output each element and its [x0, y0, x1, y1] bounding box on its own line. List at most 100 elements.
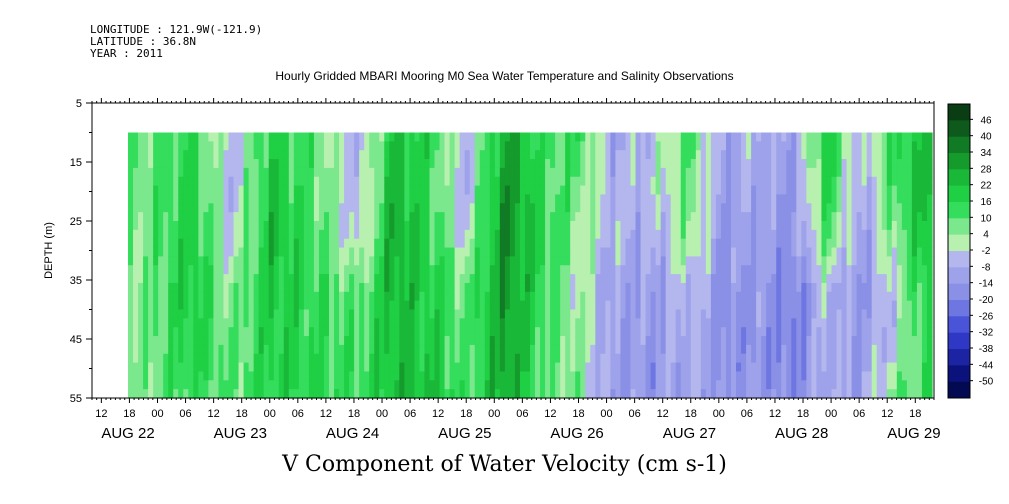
heatmap-cell [635, 274, 642, 284]
heatmap-cell [233, 150, 240, 160]
heatmap-cell [776, 212, 782, 222]
heatmap-cell [404, 150, 411, 160]
heatmap-cell [851, 380, 858, 390]
heatmap-cell [278, 291, 285, 302]
heatmap-cell [746, 265, 752, 275]
heatmap-cell [489, 167, 496, 178]
heatmap-cell [570, 291, 576, 302]
heatmap-cell [258, 256, 265, 266]
heatmap-cell [675, 344, 682, 355]
heatmap-cell [916, 238, 923, 249]
heatmap-cell [645, 327, 652, 337]
heatmap-cell [283, 159, 290, 169]
heatmap-cell [585, 221, 591, 231]
heatmap-cell [524, 318, 531, 328]
heatmap-cell [334, 380, 340, 390]
heatmap-cell [545, 309, 551, 319]
heatmap-cell [891, 185, 898, 196]
heatmap-cell [635, 247, 642, 257]
heatmap-cell [153, 132, 159, 142]
heatmap-cell [680, 362, 687, 373]
heatmap-cell [133, 371, 139, 381]
heatmap-cell [454, 371, 461, 381]
heatmap-cell [741, 185, 747, 196]
heatmap-cell [218, 265, 225, 275]
heatmap-cell [504, 291, 511, 302]
heatmap-cell [479, 291, 486, 302]
heatmap-cell [524, 150, 531, 160]
heatmap-cell [499, 344, 506, 355]
heatmap-cell [766, 274, 772, 284]
heatmap-cell [303, 167, 310, 178]
heatmap-cell [218, 291, 225, 302]
heatmap-cell [323, 318, 330, 328]
heatmap-cell [449, 256, 456, 266]
heatmap-cell [298, 344, 305, 355]
heatmap-cell [329, 353, 335, 364]
heatmap-cell [731, 176, 737, 187]
heatmap-cell [906, 318, 913, 328]
heatmap-cell [921, 309, 928, 319]
heatmap-cell [926, 247, 933, 257]
heatmap-cell [896, 167, 903, 178]
heatmap-cell [479, 274, 486, 284]
heatmap-cell [776, 300, 782, 311]
heatmap-cell [308, 300, 315, 311]
heatmap-cell [133, 229, 139, 240]
heatmap-cell [771, 176, 777, 187]
heatmap-cell [630, 229, 637, 240]
heatmap-cell [389, 309, 395, 319]
heatmap-cell [886, 221, 893, 231]
heatmap-cell [444, 203, 451, 213]
heatmap-cell [133, 380, 139, 390]
heatmap-cell [816, 141, 823, 151]
heatmap-cell [655, 309, 662, 319]
heatmap-cell [545, 336, 551, 346]
heatmap-cell [474, 309, 481, 319]
heatmap-cell [253, 274, 260, 284]
heatmap-cell [921, 336, 928, 346]
heatmap-cell [409, 185, 416, 196]
heatmap-cell [590, 389, 596, 399]
heatmap-cell [756, 353, 762, 364]
heatmap-cell [720, 265, 727, 275]
heatmap-cell [640, 371, 647, 381]
heatmap-cell [344, 265, 350, 275]
heatmap-cell [831, 371, 838, 381]
heatmap-cell [826, 212, 833, 222]
heatmap-cell [625, 256, 632, 266]
heatmap-cell [464, 371, 471, 381]
heatmap-cell [761, 344, 767, 355]
heatmap-cell [771, 353, 777, 364]
heatmap-cell [429, 371, 436, 381]
heatmap-cell [238, 238, 245, 249]
heatmap-cell [394, 309, 400, 319]
heatmap-cell [454, 159, 461, 169]
heatmap-cell [816, 229, 823, 240]
heatmap-cell [364, 362, 370, 373]
heatmap-cell [570, 274, 576, 284]
heatmap-cell [494, 389, 501, 399]
heatmap-cell [530, 194, 536, 204]
heatmap-cell [786, 212, 792, 222]
heatmap-cell [736, 176, 742, 187]
heatmap-cell [268, 265, 275, 275]
heatmap-cell [153, 309, 159, 319]
heatmap-cell [615, 167, 622, 178]
heatmap-cell [399, 353, 405, 364]
heatmap-cell [670, 327, 677, 337]
heatmap-cell [756, 194, 762, 204]
heatmap-cell [846, 185, 853, 196]
heatmap-cell [695, 362, 702, 373]
heatmap-cell [901, 336, 908, 346]
heatmap-cell [339, 300, 345, 311]
heatmap-cell [741, 238, 747, 249]
heatmap-cell [650, 212, 657, 222]
heatmap-cell [901, 282, 908, 293]
heatmap-cell [781, 327, 787, 337]
heatmap-cell [233, 229, 240, 240]
heatmap-cell [710, 185, 717, 196]
heatmap-cell [484, 327, 491, 337]
heatmap-cell [550, 327, 556, 337]
heatmap-cell [891, 389, 898, 399]
